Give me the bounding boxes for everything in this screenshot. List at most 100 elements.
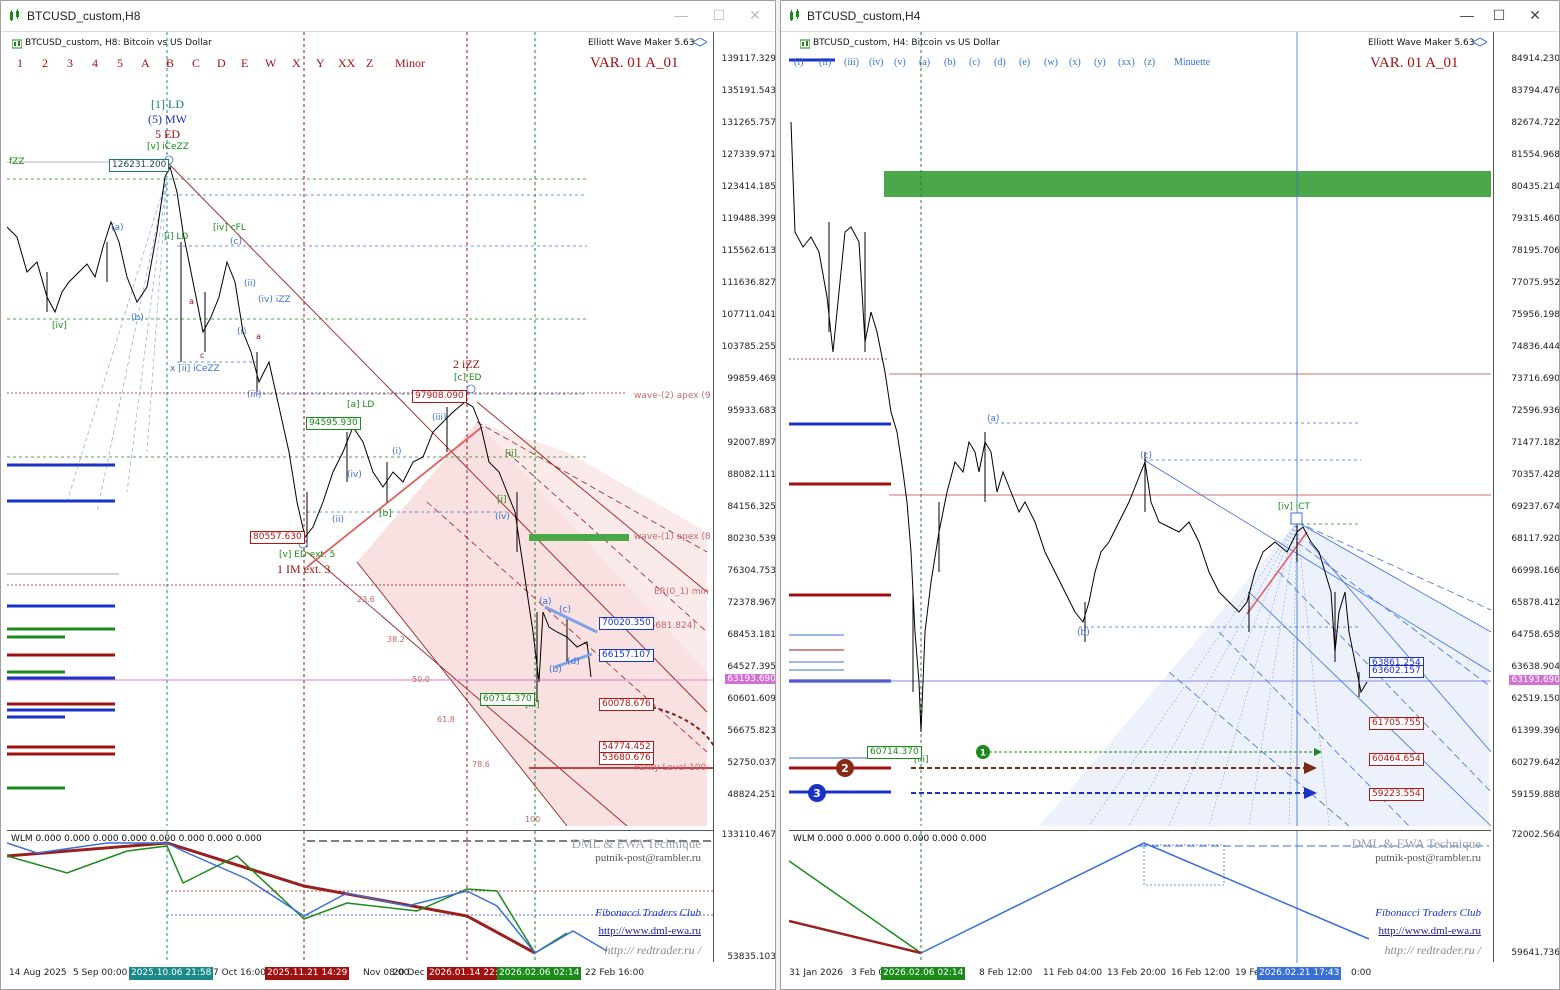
minimize-icon[interactable]: — — [1460, 7, 1474, 23]
wave-button-0[interactable]: 1 — [17, 56, 23, 70]
wave-label-a: (a) — [111, 223, 124, 233]
maximize-icon[interactable]: ☐ — [1492, 7, 1506, 23]
chart-window-h4[interactable]: BTCUSD_custom,H4 — ☐ ✕ — [780, 0, 1560, 990]
svg-text:100: 100 — [525, 815, 540, 824]
signature-line-3: http://www.dml-ewa.ru — [1378, 925, 1481, 937]
svg-text:[b]: [b] — [379, 509, 392, 519]
price-tag-60714: 60714.370 — [480, 693, 535, 706]
fzz-label: fZZ — [9, 157, 25, 167]
signature-line-3: http://www.dml-ewa.ru — [598, 925, 701, 937]
wave-button-1[interactable]: (ii) — [819, 57, 832, 68]
title-bar[interactable]: BTCUSD_custom,H4 — ☐ ✕ — [781, 1, 1559, 32]
wave-button-2[interactable]: (iii) — [844, 57, 859, 68]
price-tick: 83794.476 — [1511, 86, 1560, 96]
er-label: ER(0_1) min — [654, 587, 709, 597]
price-tick: 115562.613 — [721, 246, 776, 256]
wave-button-7[interactable]: C — [192, 56, 201, 70]
wave-button-9[interactable]: E — [241, 56, 249, 70]
ewm-label: Elliott Wave Maker 5.63 — [1368, 38, 1475, 48]
wave-button-1[interactable]: 2 — [42, 56, 48, 70]
price-tick: 63638.904 — [1511, 662, 1560, 672]
time-tick: 22 Feb 16:00 — [585, 968, 645, 978]
wave-button-10[interactable]: W — [265, 56, 277, 70]
wave-button-4[interactable]: (v) — [894, 57, 906, 68]
wave-button-5[interactable]: (a) — [919, 57, 931, 68]
close-icon[interactable]: ✕ — [749, 7, 761, 23]
signature-line-0: DML & EWA Technique — [571, 836, 701, 851]
price-tick: 72596.936 — [1511, 406, 1560, 416]
wave-button-9[interactable]: (e) — [1019, 57, 1031, 68]
ivcfl-label: [iv] cFL — [213, 223, 246, 233]
wave-button-4[interactable]: 5 — [117, 56, 123, 70]
wlm-indicator[interactable] — [7, 830, 713, 963]
signature-line-4: http:// redtrader.ru / — [604, 943, 701, 957]
time-tick: 5 Sep 00:00 — [73, 968, 128, 978]
wave-button-0[interactable]: (i) — [794, 57, 804, 68]
wave-button-15[interactable]: Minor — [395, 56, 425, 70]
price-tag-63602: 63602.157 — [1369, 665, 1424, 678]
wave-button-8[interactable]: D — [217, 56, 226, 70]
time-axis[interactable]: 14 Aug 2025 5 Sep 00:00 2025.10.06 21:58 7 … — [7, 967, 775, 981]
wave-button-15[interactable]: Minuette — [1174, 57, 1211, 68]
price-tick: 60279.642 — [1511, 758, 1560, 768]
time-axis[interactable]: 31 Jan 2026 3 Feb 0 2026.02.06 02:14 8 Feb … — [787, 967, 1557, 981]
izz2-label: 2 iZZ — [453, 357, 480, 371]
svg-text:(b): (b) — [131, 313, 144, 323]
wave-button-14[interactable]: (z) — [1144, 57, 1156, 68]
price-tick: 68453.181 — [727, 630, 776, 640]
wave-button-6[interactable]: B — [166, 56, 175, 70]
price-tick: 80230.539 — [727, 534, 776, 544]
svg-text:[ii]: [ii] — [505, 449, 517, 459]
mw-label: (5) MW — [148, 112, 187, 126]
price-tag-61705: 61705.755 — [1369, 717, 1424, 730]
wave-button-3[interactable]: (iv) — [869, 57, 884, 68]
wave-button-6[interactable]: (b) — [944, 57, 956, 68]
wave-button-14[interactable]: Z — [366, 56, 374, 70]
wave-button-13[interactable]: XX — [338, 56, 356, 70]
price-chart-main[interactable]: 1 2 3 (a) (b) (c) [iv] iCT [iii] — [789, 32, 1491, 826]
wave-button-12[interactable]: (y) — [1094, 57, 1106, 68]
wave-button-13[interactable]: (xx) — [1118, 57, 1135, 68]
price-tick: 80435.214 — [1511, 182, 1560, 192]
price-tick: 88082.111 — [727, 470, 776, 480]
price-axis[interactable]: 84914.230 83794.476 82674.722 81554.968 8043… — [1493, 32, 1560, 832]
chart-window-h8[interactable]: BTCUSD_custom,H8 — ☐ ✕ — [0, 0, 776, 990]
price-tick: 99859.469 — [727, 374, 776, 384]
wave-button-7[interactable]: (c) — [969, 57, 981, 68]
time-tick: 2026.01.14 22: — [427, 967, 500, 980]
wave-button-11[interactable]: (x) — [1069, 57, 1081, 68]
price-tick: 61399.396 — [1511, 726, 1560, 736]
svg-text:50.0: 50.0 — [412, 675, 430, 684]
price-tag-97908: 97908.090 — [412, 390, 467, 403]
close-icon[interactable]: ✕ — [1529, 7, 1541, 23]
wave-button-10[interactable]: (w) — [1044, 57, 1058, 68]
price-tick: 76304.753 — [727, 566, 776, 576]
price-tag-126231: 126231.200 — [109, 159, 170, 172]
current-price-tag: 63193.690 — [725, 674, 776, 684]
variant-label: VAR. 01 A_01 — [590, 55, 679, 71]
chart-info-icon — [800, 39, 810, 49]
marker-3: 3 — [813, 787, 821, 800]
price-tag-53680: 53680.676 — [599, 752, 654, 765]
wave-button-11[interactable]: X — [292, 56, 301, 70]
price-tick: 78195.706 — [1511, 246, 1560, 256]
price-tick: 119488.399 — [721, 214, 776, 224]
title-bar[interactable]: BTCUSD_custom,H8 — ☐ ✕ — [1, 1, 775, 32]
price-tick: 79315.460 — [1511, 214, 1560, 224]
price-tag-60714: 60714.370 — [867, 746, 922, 759]
wlm-indicator[interactable] — [789, 830, 1491, 963]
price-axis[interactable]: 139117.329 135191.543 131265.757 127339.971… — [713, 32, 776, 832]
svg-text:(i): (i) — [392, 447, 402, 457]
minimize-icon[interactable]: — — [674, 7, 688, 23]
time-tick: 2026.02.06 02:14 — [881, 967, 966, 980]
wlm-label: WLM 0.000 0.000 0.000 0.000 0.000 0.000 — [793, 834, 987, 844]
wave-button-12[interactable]: Y — [316, 56, 325, 70]
wave1-apex-label: wave-(1) apex (8 — [634, 532, 711, 542]
maximize-icon[interactable]: ☐ — [712, 7, 726, 23]
time-tick: 8 Feb 12:00 — [979, 968, 1033, 978]
wave-button-3[interactable]: 4 — [92, 56, 98, 70]
wave-button-5[interactable]: A — [141, 56, 150, 70]
wave-button-2[interactable]: 3 — [67, 56, 73, 70]
wave-button-8[interactable]: (d) — [994, 57, 1006, 68]
chart-info-icon — [12, 39, 22, 49]
